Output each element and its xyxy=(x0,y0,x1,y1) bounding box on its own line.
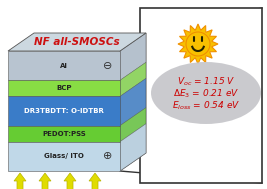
Text: Al: Al xyxy=(60,63,68,69)
Polygon shape xyxy=(120,33,146,80)
Polygon shape xyxy=(64,173,76,189)
Polygon shape xyxy=(8,126,120,142)
Text: PEDOT:PSS: PEDOT:PSS xyxy=(42,131,86,137)
Polygon shape xyxy=(89,173,101,189)
Text: BCP: BCP xyxy=(56,85,72,91)
Text: $E_{loss}$ = 0.54 eV: $E_{loss}$ = 0.54 eV xyxy=(172,100,240,112)
Polygon shape xyxy=(120,108,146,142)
Polygon shape xyxy=(8,142,120,171)
Polygon shape xyxy=(8,51,120,80)
Text: Glass/ ITO: Glass/ ITO xyxy=(44,153,84,159)
Polygon shape xyxy=(178,24,218,64)
Polygon shape xyxy=(140,8,262,183)
Polygon shape xyxy=(14,173,26,189)
Ellipse shape xyxy=(151,62,261,124)
Circle shape xyxy=(186,32,210,56)
Polygon shape xyxy=(8,80,120,96)
Polygon shape xyxy=(120,33,146,171)
Text: $V_{oc}$ = 1.15 V: $V_{oc}$ = 1.15 V xyxy=(177,76,235,88)
Polygon shape xyxy=(39,173,51,189)
Text: ⊖: ⊖ xyxy=(103,61,113,71)
Polygon shape xyxy=(120,124,146,171)
Text: ⊕: ⊕ xyxy=(103,151,113,161)
Polygon shape xyxy=(8,33,146,51)
Polygon shape xyxy=(120,62,146,96)
Polygon shape xyxy=(8,96,120,126)
Text: $\Delta E_3$ = 0.21 eV: $\Delta E_3$ = 0.21 eV xyxy=(173,88,239,100)
Polygon shape xyxy=(120,78,146,126)
Text: DR3TBDTT: O-IDTBR: DR3TBDTT: O-IDTBR xyxy=(24,108,104,114)
Text: NF all-SMOSCs: NF all-SMOSCs xyxy=(34,37,120,47)
